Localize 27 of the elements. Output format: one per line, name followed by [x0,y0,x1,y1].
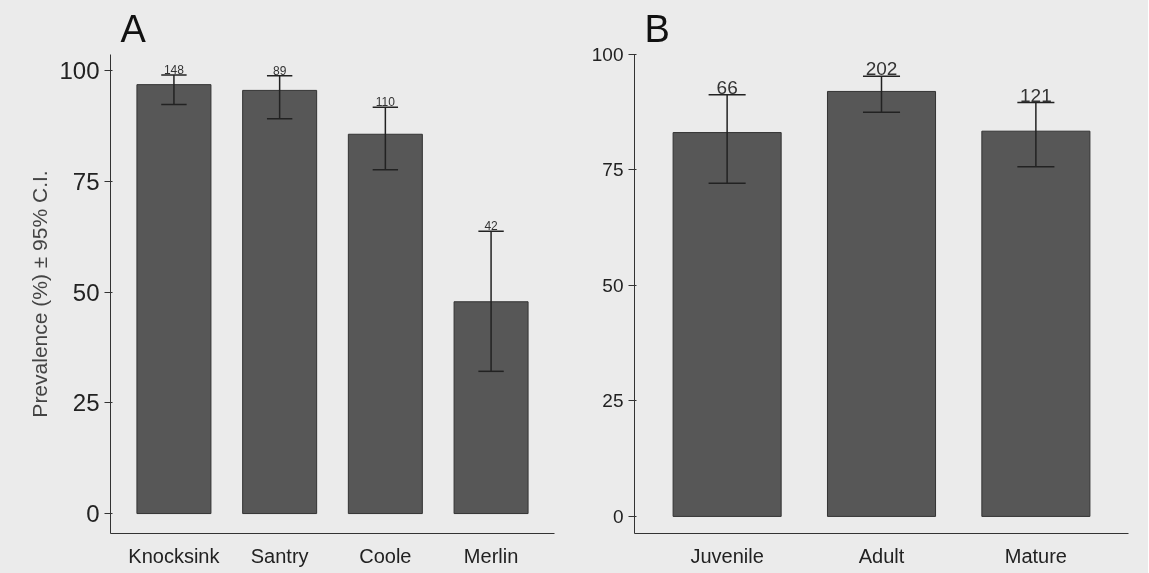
annotation: 110 [375,95,396,110]
annotation: 42 [484,219,499,234]
y-tick-label: 100 [591,44,624,65]
x-tick-label: Santry [250,544,309,567]
x-tick-label: Mature [1004,544,1067,567]
y-tick-label: 25 [72,389,100,417]
x-tick-label: Coole [359,544,412,567]
x-tick-label: Juvenile [690,544,764,567]
y-tick-label: 0 [86,500,100,528]
annotation: 148 [163,62,185,77]
annotation: 121 [1020,84,1052,106]
x-tick-label: Adult [858,544,905,567]
x-tick-label: Merlin [463,544,519,567]
x-tick-label: Knocksink [128,544,221,567]
annotation: 66 [716,76,738,98]
y-tick-label: 75 [602,159,624,181]
y-tick-label: 0 [612,505,624,527]
y-tick-label: 50 [602,274,624,296]
y-axis-title: Prevalence (%) ± 95% C.I. [28,170,52,418]
chart-title: A [120,7,147,50]
annotation: 202 [865,58,898,80]
y-tick-label: 25 [602,390,624,412]
y-tick-label: 50 [72,278,100,306]
y-tick-label: 75 [72,167,100,195]
chart-title: B [644,7,670,50]
annotation: 89 [272,63,287,78]
y-tick-label: 100 [59,56,100,84]
